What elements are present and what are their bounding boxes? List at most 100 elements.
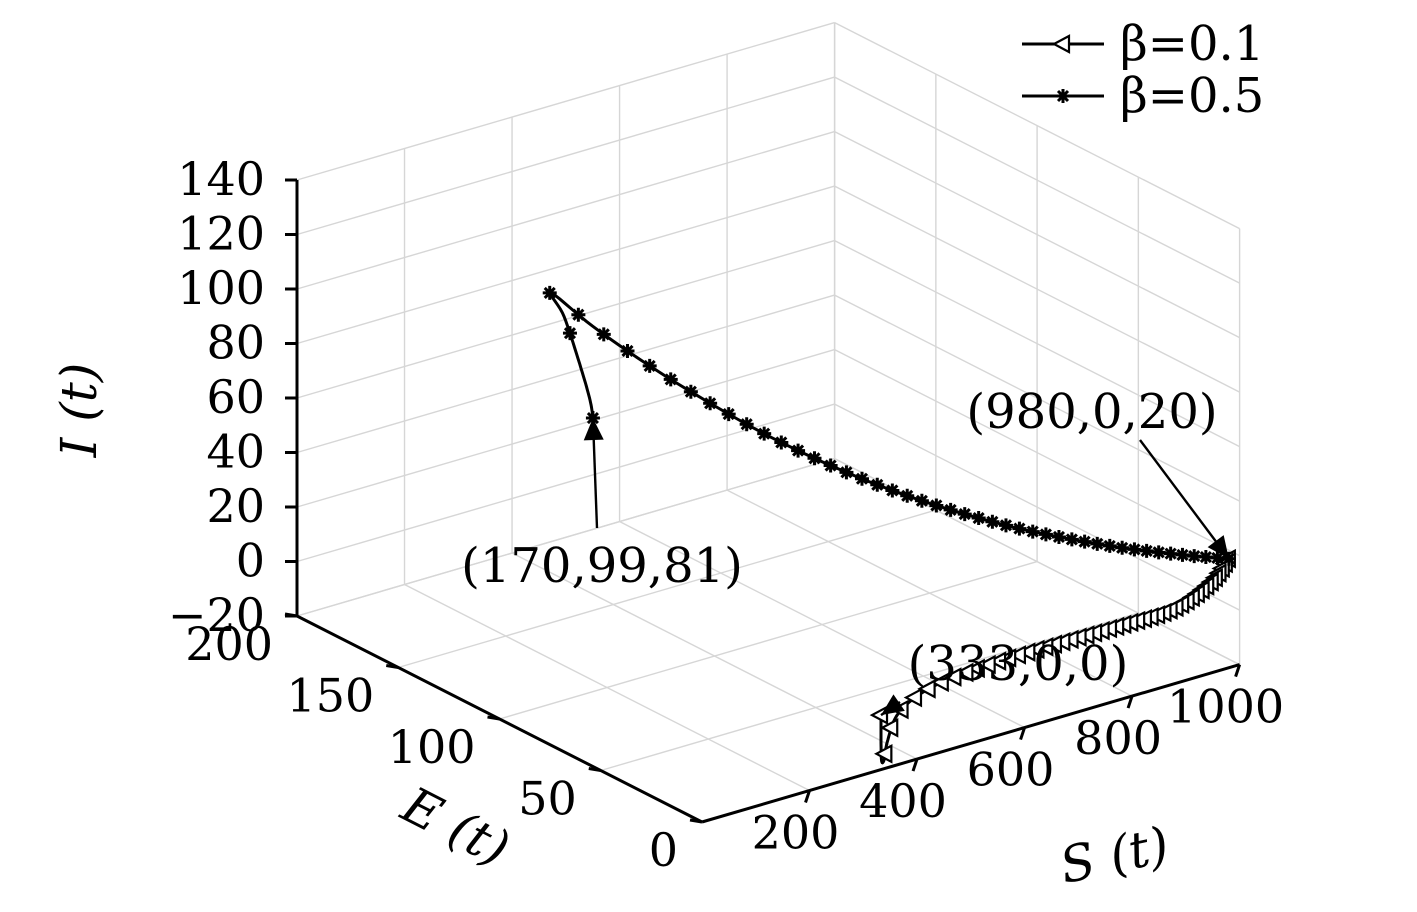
x-tick-mark bbox=[1126, 695, 1134, 709]
y-tick-label: 100 bbox=[388, 720, 476, 774]
annotation-arrowhead bbox=[881, 694, 905, 716]
y-axis-label: E (t) bbox=[392, 775, 519, 878]
asterisk-marker bbox=[971, 511, 986, 526]
x-tick-mark bbox=[911, 758, 919, 772]
asterisk-marker bbox=[943, 502, 958, 517]
series-1 bbox=[869, 548, 1236, 765]
z-tick-label: 40 bbox=[206, 425, 265, 479]
asterisk-marker bbox=[1175, 547, 1190, 562]
asterisk-marker bbox=[757, 426, 772, 441]
asterisk-marker bbox=[900, 488, 915, 503]
asterisk-marker bbox=[870, 477, 885, 492]
series-layer bbox=[542, 285, 1236, 765]
triangle-marker bbox=[930, 672, 949, 693]
back-wall-gridline bbox=[296, 403, 835, 563]
asterisk-marker bbox=[1127, 542, 1142, 557]
asterisk-marker bbox=[885, 483, 900, 498]
triangle-marker bbox=[977, 654, 996, 675]
asterisk-marker bbox=[620, 343, 635, 358]
asterisk-marker bbox=[985, 514, 1000, 529]
x-tick-label: 800 bbox=[1074, 711, 1162, 765]
x-tick-label: 600 bbox=[967, 743, 1055, 797]
x-axis-line bbox=[701, 663, 1241, 824]
asterisk-marker bbox=[703, 396, 718, 411]
asterisk-marker bbox=[1139, 543, 1154, 558]
asterisk-marker bbox=[1090, 536, 1105, 551]
triangle-marker bbox=[997, 648, 1017, 668]
z-tick-label: 100 bbox=[177, 261, 265, 315]
right-wall-gridline bbox=[834, 130, 1240, 339]
x-tick-label: 200 bbox=[752, 806, 840, 860]
asterisk-marker bbox=[929, 498, 944, 513]
asterisk-marker bbox=[1064, 532, 1079, 547]
right-wall-gridline bbox=[834, 21, 1240, 230]
asterisk-marker bbox=[721, 407, 736, 422]
right-wall-gridline bbox=[834, 403, 1240, 611]
triangle-marker bbox=[1034, 636, 1054, 657]
legend-label: β=0.1 bbox=[1120, 16, 1264, 72]
asterisk-marker bbox=[823, 458, 838, 473]
asterisk-marker bbox=[1038, 527, 1053, 542]
asterisk-marker bbox=[1187, 549, 1202, 564]
triangle-marker bbox=[1043, 634, 1063, 655]
right-wall-gridline bbox=[834, 348, 1240, 557]
asterisk-marker bbox=[1210, 550, 1225, 565]
right-wall-gridline bbox=[834, 76, 1240, 284]
x-axis-label: S (t) bbox=[1055, 816, 1174, 895]
legend-label: β=0.5 bbox=[1120, 68, 1264, 124]
y-tick-label-mark bbox=[487, 715, 500, 721]
triangle-marker bbox=[966, 658, 985, 679]
asterisk-marker bbox=[1151, 545, 1166, 560]
asterisk-marker bbox=[914, 493, 929, 508]
triangle-marker bbox=[1016, 642, 1036, 662]
back-wall-gridline bbox=[296, 185, 835, 345]
x-tick-mark bbox=[1234, 664, 1242, 678]
x-tick-label: 1000 bbox=[1167, 680, 1284, 734]
asterisk-marker bbox=[1102, 538, 1117, 553]
asterisk-marker bbox=[1077, 534, 1092, 549]
triangle-marker bbox=[987, 651, 1007, 671]
asterisk-marker bbox=[1051, 529, 1066, 544]
asterisk-marker bbox=[1221, 551, 1236, 566]
annotation-label: (333,0,0) bbox=[908, 636, 1129, 692]
asterisk-marker bbox=[683, 384, 698, 399]
asterisk-marker bbox=[957, 507, 972, 522]
asterisk-marker bbox=[998, 518, 1013, 533]
y-tick-label-mark bbox=[588, 767, 601, 772]
asterisk-marker bbox=[596, 327, 611, 342]
annotation-layer: (980,0,20) (170,99,81) (333,0,0) bbox=[461, 384, 1230, 717]
asterisk-marker bbox=[1012, 521, 1027, 536]
asterisk-marker bbox=[839, 465, 854, 480]
right-wall-gridline bbox=[834, 239, 1240, 448]
series-2 bbox=[542, 285, 1236, 566]
asterisk-marker bbox=[642, 358, 657, 373]
x-tick-mark bbox=[1019, 727, 1026, 741]
annotation-arrowhead bbox=[1207, 535, 1229, 559]
asterisk-marker bbox=[571, 307, 586, 322]
z-tick-label: 120 bbox=[177, 207, 265, 261]
right-wall-gridline bbox=[834, 294, 1240, 502]
z-tick-label: 80 bbox=[206, 316, 265, 370]
z-tick-label: 0 bbox=[236, 534, 265, 588]
back-wall-gridline bbox=[296, 130, 835, 290]
y-tick-label: 50 bbox=[518, 772, 577, 826]
y-tick-label: 150 bbox=[286, 669, 374, 723]
floor-gridline bbox=[600, 612, 1139, 772]
triangle-marker bbox=[1026, 639, 1045, 660]
z-axis-label: I (t) bbox=[50, 363, 108, 459]
asterisk-marker bbox=[1198, 550, 1213, 565]
annotation-arrowhead bbox=[583, 418, 604, 441]
legend: β=0.1β=0.5 bbox=[1022, 16, 1264, 124]
triangle-marker bbox=[1007, 645, 1027, 665]
x-tick-label: 400 bbox=[859, 774, 947, 828]
triangle-marker bbox=[917, 679, 936, 699]
back-wall-gridline bbox=[296, 294, 835, 454]
annotation-label: (170,99,81) bbox=[461, 538, 743, 594]
back-wall-gridline bbox=[296, 21, 835, 181]
y-tick-label-mark bbox=[386, 664, 399, 669]
asterisk-marker bbox=[1115, 540, 1130, 555]
z-tick-label: 20 bbox=[206, 479, 265, 533]
asterisk-marker bbox=[854, 471, 869, 486]
back-wall-gridline bbox=[296, 348, 835, 508]
